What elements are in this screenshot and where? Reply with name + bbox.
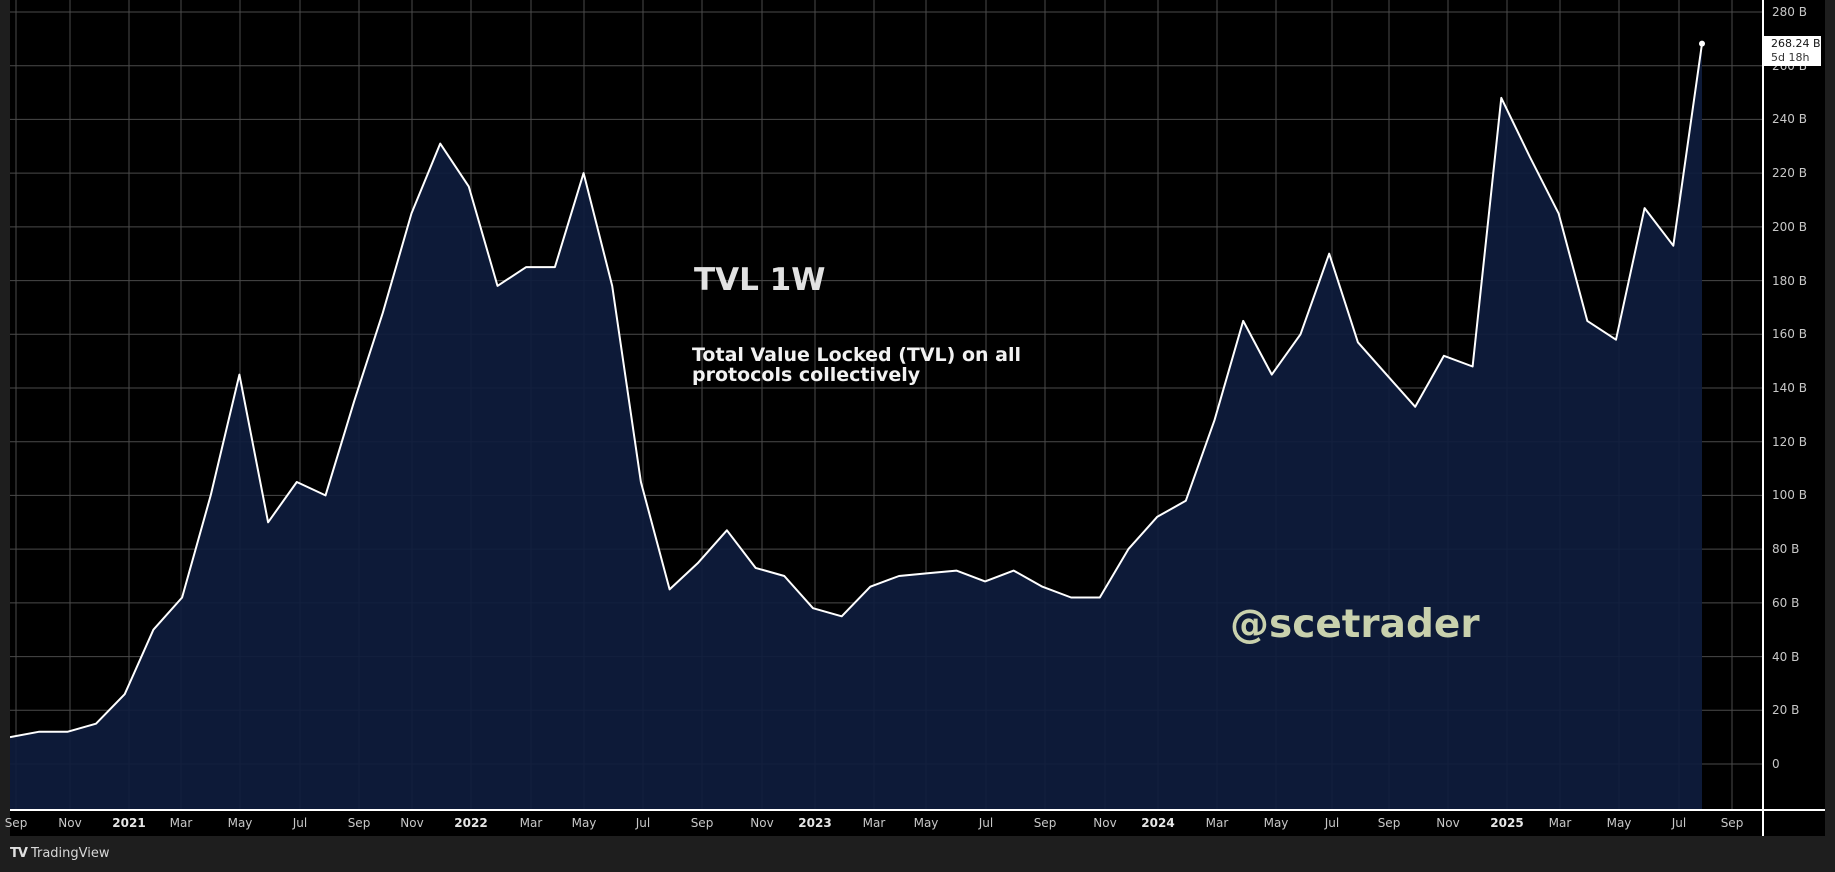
- tvl-line: [10, 43, 1703, 739]
- x-tick-label: Sep: [347, 816, 371, 830]
- y-tick-label: 140 B: [1772, 381, 1807, 395]
- x-tick-label: May: [913, 816, 939, 830]
- y-tick-label: 120 B: [1772, 434, 1807, 449]
- x-tick-label: Sep: [4, 816, 28, 830]
- y-tick-label: 40 B: [1772, 649, 1800, 664]
- y-tick-label: 20 B: [1772, 703, 1800, 718]
- x-tick-label: Jul: [978, 816, 994, 830]
- x-tick-label: Mar: [169, 816, 193, 830]
- last-value-label: 268.24 B 5d 18h: [1763, 36, 1821, 66]
- x-tick-label: May: [571, 816, 597, 830]
- x-tick-label: 2025: [1490, 816, 1524, 830]
- x-tick-label: Nov: [1093, 816, 1117, 830]
- time-axis[interactable]: Sep Nov 2021 Mar May Jul Sep Nov 2022 Mar May Jul Se…: [5, 809, 1762, 836]
- y-tick-label: 100 B: [1772, 488, 1807, 503]
- x-tick-label: Sep: [1377, 816, 1401, 830]
- y-tick-label: 0: [1772, 757, 1780, 771]
- axis-corner: [1762, 809, 1825, 836]
- y-tick-label: 60 B: [1772, 595, 1800, 610]
- x-tick-label: Mar: [1205, 816, 1229, 830]
- chart-plot-area[interactable]: [10, 0, 1762, 809]
- x-tick-label: Mar: [862, 816, 886, 830]
- y-tick-label: 220 B: [1772, 166, 1807, 181]
- x-tick-label: May: [227, 816, 253, 830]
- x-tick-label: Nov: [58, 816, 82, 830]
- x-tick-label: Sep: [1033, 816, 1057, 830]
- x-tick-label: Jul: [292, 816, 308, 830]
- tradingview-logo[interactable]: TV TradingView: [10, 846, 109, 861]
- footer-bar: TV TradingView: [0, 836, 1835, 872]
- x-tick-label: Nov: [750, 816, 774, 830]
- x-tick-label: Jul: [635, 816, 651, 830]
- x-tick-label: Nov: [1436, 816, 1460, 830]
- x-tick-label: 2022: [454, 816, 488, 830]
- last-point-marker: [1699, 40, 1705, 47]
- x-tick-label: May: [1606, 816, 1632, 830]
- author-watermark: @scetrader: [1230, 602, 1480, 647]
- y-tick-label: 240 B: [1772, 112, 1807, 127]
- y-tick-label: 80 B: [1772, 542, 1800, 557]
- x-tick-label: Jul: [1324, 816, 1340, 830]
- x-tick-label: Mar: [1548, 816, 1572, 830]
- x-tick-label: 2021: [112, 816, 146, 830]
- x-tick-label: May: [1263, 816, 1289, 830]
- x-tick-label: Nov: [400, 816, 424, 830]
- chart-description-annotation: Total Value Locked (TVL) on all protocol…: [692, 344, 1021, 386]
- y-tick-label: 180 B: [1772, 273, 1807, 288]
- tvl-area-fill: [10, 43, 1702, 809]
- x-tick-label: 2024: [1141, 816, 1175, 830]
- y-tick-label: 200 B: [1772, 219, 1807, 234]
- tradingview-logo-icon: TV: [10, 846, 28, 861]
- x-tick-label: Mar: [519, 816, 543, 830]
- x-tick-label: 2023: [798, 816, 832, 830]
- bar-countdown: 5d 18h: [1771, 51, 1810, 64]
- x-tick-label: Jul: [1671, 816, 1687, 830]
- x-tick-label: Sep: [690, 816, 714, 830]
- left-margin: [0, 0, 10, 836]
- x-tick-label: Sep: [1720, 816, 1744, 830]
- tradingview-brand-text: TradingView: [30, 846, 110, 861]
- last-value: 268.24 B: [1771, 37, 1821, 50]
- chart-title-annotation: TVL 1W: [694, 262, 826, 298]
- right-margin: [1825, 0, 1835, 872]
- y-tick-label: 160 B: [1772, 327, 1807, 342]
- y-tick-label: 280 B: [1772, 5, 1807, 19]
